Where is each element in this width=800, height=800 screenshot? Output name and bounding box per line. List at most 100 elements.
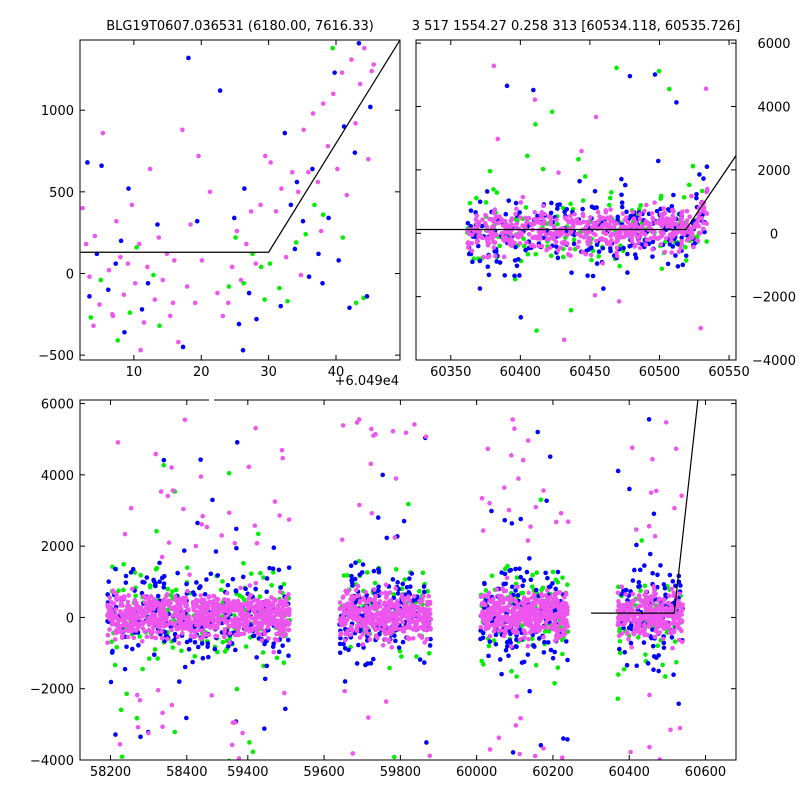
data-point	[211, 606, 217, 612]
data-point	[568, 201, 573, 207]
data-point	[608, 248, 613, 254]
data-point	[629, 231, 635, 237]
data-point	[543, 593, 549, 598]
data-point	[375, 515, 381, 520]
data-point	[172, 593, 178, 599]
data-point	[357, 81, 363, 87]
data-point	[213, 549, 219, 554]
data-point	[529, 242, 534, 248]
data-point	[644, 202, 649, 208]
data-point	[377, 783, 382, 788]
data-point	[656, 68, 662, 74]
data-point	[315, 179, 321, 185]
data-point	[524, 569, 530, 575]
data-point	[224, 590, 230, 596]
data-point	[487, 500, 492, 506]
data-point	[539, 243, 545, 249]
data-point	[591, 220, 596, 226]
data-point	[110, 311, 115, 317]
data-point	[497, 617, 503, 622]
data-point	[502, 485, 507, 490]
data-point	[172, 258, 177, 263]
data-point	[258, 264, 264, 270]
data-point	[186, 646, 192, 652]
data-point	[245, 607, 251, 612]
data-point	[341, 573, 347, 578]
data-point	[423, 608, 428, 613]
data-point	[625, 270, 630, 275]
data-point	[489, 508, 494, 514]
data-point	[371, 62, 377, 67]
data-point	[660, 636, 666, 642]
data-point	[280, 599, 285, 605]
data-point	[366, 596, 372, 602]
data-point	[375, 635, 380, 641]
data-point	[169, 627, 174, 633]
data-point	[278, 303, 284, 309]
data-point	[396, 645, 402, 650]
data-point	[238, 631, 244, 637]
data-point	[209, 693, 214, 698]
data-point	[405, 635, 410, 640]
data-point	[162, 597, 167, 602]
data-point	[480, 630, 486, 636]
data-point	[238, 585, 243, 591]
data-point	[541, 746, 546, 751]
data-point	[236, 321, 242, 327]
data-point	[658, 563, 663, 568]
data-point	[622, 182, 628, 188]
data-point	[524, 240, 529, 245]
data-point	[671, 628, 677, 634]
data-point	[249, 600, 255, 605]
data-point	[670, 645, 675, 651]
data-point	[515, 630, 520, 636]
data-point	[619, 584, 624, 590]
data-point	[654, 621, 660, 627]
data-point	[392, 535, 398, 540]
data-point	[552, 622, 558, 628]
data-point	[532, 209, 538, 215]
data-point	[369, 68, 375, 74]
data-point	[646, 417, 652, 422]
data-point	[679, 235, 684, 240]
data-point	[690, 235, 695, 240]
data-point	[140, 795, 145, 800]
data-point	[624, 630, 630, 635]
data-point	[546, 599, 552, 605]
data-point	[499, 570, 504, 575]
data-point	[672, 621, 678, 626]
data-point	[428, 616, 434, 622]
data-point	[115, 440, 121, 445]
data-point	[121, 561, 126, 567]
data-point	[621, 245, 626, 251]
data-point	[645, 617, 651, 622]
data-point	[660, 662, 665, 668]
data-point	[121, 292, 127, 297]
data-point	[399, 592, 404, 598]
data-point	[491, 245, 497, 250]
data-point	[361, 45, 367, 51]
data-point	[503, 647, 509, 653]
data-point	[479, 601, 485, 606]
y-tick-label: −500	[38, 349, 74, 364]
data-point	[356, 642, 361, 648]
data-point	[661, 206, 666, 211]
data-point	[508, 236, 514, 242]
data-point	[352, 150, 358, 155]
data-point	[552, 608, 558, 614]
data-point	[509, 668, 514, 674]
data-point	[517, 240, 523, 246]
data-point	[633, 220, 639, 225]
data-point	[646, 606, 651, 612]
data-point	[270, 600, 276, 606]
data-point	[342, 637, 348, 643]
data-point	[592, 188, 598, 194]
data-point	[406, 594, 411, 599]
data-point	[652, 200, 657, 205]
top-left-frame	[79, 39, 401, 361]
data-point	[492, 240, 498, 245]
data-point	[639, 224, 645, 229]
data-point	[216, 772, 221, 777]
data-point	[492, 610, 498, 616]
data-point	[169, 702, 175, 708]
